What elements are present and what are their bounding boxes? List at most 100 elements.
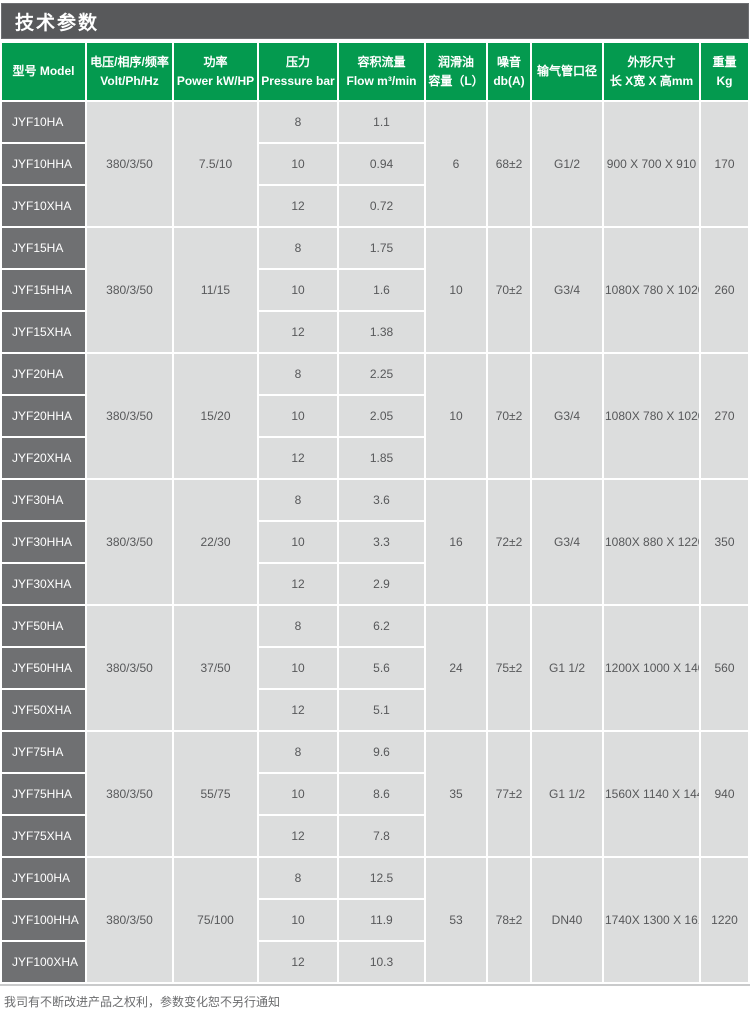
- table-row: JYF50HHA 10 5.6: [2, 648, 748, 688]
- column-header-line1: 功率: [203, 54, 228, 69]
- model-cell: JYF20XHA: [2, 438, 85, 478]
- table-row: JYF50XHA 12 5.1: [2, 690, 748, 730]
- model-cell: JYF20HA: [2, 354, 85, 394]
- model-cell: JYF15XHA: [2, 312, 85, 352]
- noise-cell: 78±2: [488, 858, 530, 982]
- noise-cell: 70±2: [488, 354, 530, 478]
- flow-cell: 5.6: [339, 648, 424, 688]
- voltage-cell: 380/3/50: [87, 228, 172, 352]
- table-row: JYF15XHA 12 1.38: [2, 312, 748, 352]
- oil-capacity-cell: 24: [426, 606, 486, 730]
- table-row: JYF10XHA 12 0.72: [2, 186, 748, 226]
- pressure-cell: 12: [259, 816, 337, 856]
- dimensions-cell: 1080X 880 X 1220: [604, 480, 699, 604]
- table-row: JYF15HA 380/3/50 11/15 8 1.75 10 70±2 G3/4 1080X…: [2, 228, 748, 352]
- model-cell: JYF50HA: [2, 606, 85, 646]
- flow-cell: 1.1: [339, 102, 424, 142]
- oil-capacity-cell: 10: [426, 228, 486, 352]
- table-row: JYF75HHA 10 8.6: [2, 774, 748, 814]
- pipe-diameter-cell: DN40: [532, 858, 602, 982]
- column-header-line1: 外形尺寸: [627, 54, 676, 69]
- flow-cell: 7.8: [339, 816, 424, 856]
- pressure-cell: 12: [259, 942, 337, 982]
- table-row: JYF10HHA 10 0.94: [2, 144, 748, 184]
- flow-cell: 5.1: [339, 690, 424, 730]
- table-row: JYF20XHA 12 1.85: [2, 438, 748, 478]
- column-header-line1: 重量: [712, 54, 737, 69]
- noise-cell: 68±2: [488, 102, 530, 226]
- model-cell: JYF75XHA: [2, 816, 85, 856]
- power-cell: 11/15: [174, 228, 257, 352]
- dimensions-cell: 900 X 700 X 910: [604, 102, 699, 226]
- weight-cell: 350: [701, 480, 748, 604]
- model-cell: JYF20HHA: [2, 396, 85, 436]
- flow-cell: 1.38: [339, 312, 424, 352]
- flow-cell: 11.9: [339, 900, 424, 940]
- power-cell: 7.5/10: [174, 102, 257, 226]
- table-row: JYF20HA 380/3/50 15/20 8 2.25 10 70±2 G3/4 1080X…: [2, 354, 748, 478]
- spec-table-wrap: 型号 Model 电压/相序/频率 Volt/Ph/Hz 功率 Power kW/HP 压…: [0, 41, 750, 986]
- table-row: JYF75HA 380/3/50 55/75 8 9.6 35 77±2 G1 1/2 1560…: [2, 732, 748, 856]
- flow-cell: 0.94: [339, 144, 424, 184]
- flow-cell: 2.9: [339, 564, 424, 604]
- pressure-cell: 12: [259, 186, 337, 226]
- table-row: JYF30XHA 12 2.9: [2, 564, 748, 604]
- table-row: JYF100HA 380/3/50 75/100 8 12.5 53 78±2 DN40 174…: [2, 858, 748, 982]
- table-row: JYF75XHA 12 7.8: [2, 816, 748, 856]
- column-header-line1: 压力: [285, 54, 310, 69]
- pressure-cell: 10: [259, 774, 337, 814]
- power-cell: 15/20: [174, 354, 257, 478]
- table-row: JYF100XHA 12 10.3: [2, 942, 748, 982]
- model-cell: JYF50XHA: [2, 690, 85, 730]
- table-row: JYF30HA 380/3/50 22/30 8 3.6 16 72±2 G3/4 1080X …: [2, 480, 748, 604]
- noise-cell: 77±2: [488, 732, 530, 856]
- oil-capacity-cell: 53: [426, 858, 486, 982]
- pressure-cell: 8: [259, 354, 337, 394]
- weight-cell: 260: [701, 228, 748, 352]
- column-header-line2: Kg: [716, 73, 733, 88]
- column-header-line2: Flow m³/min: [346, 73, 417, 88]
- pressure-cell: 8: [259, 102, 337, 142]
- pressure-cell: 12: [259, 564, 337, 604]
- column-header-line2: db(A): [493, 73, 525, 88]
- dimensions-cell: 1740X 1300 X 1610: [604, 858, 699, 982]
- model-cell: JYF30XHA: [2, 564, 85, 604]
- pressure-cell: 10: [259, 270, 337, 310]
- model-cell: JYF100XHA: [2, 942, 85, 982]
- voltage-cell: 380/3/50: [87, 858, 172, 982]
- flow-cell: 2.25: [339, 354, 424, 394]
- power-cell: 75/100: [174, 858, 257, 982]
- column-header-line1: 型号 Model: [12, 64, 75, 79]
- column-header-line2: Power kW/HP: [176, 73, 255, 88]
- header-row: 型号 Model 电压/相序/频率 Volt/Ph/Hz 功率 Power kW/HP 压…: [2, 43, 748, 100]
- column-header: 功率 Power kW/HP: [174, 43, 257, 100]
- weight-cell: 1220: [701, 858, 748, 982]
- voltage-cell: 380/3/50: [87, 102, 172, 226]
- pressure-cell: 10: [259, 900, 337, 940]
- weight-cell: 560: [701, 606, 748, 730]
- pipe-diameter-cell: G3/4: [532, 354, 602, 478]
- model-cell: JYF30HHA: [2, 522, 85, 562]
- flow-cell: 2.05: [339, 396, 424, 436]
- pressure-cell: 8: [259, 606, 337, 646]
- pressure-cell: 12: [259, 438, 337, 478]
- table-row: JYF30HHA 10 3.3: [2, 522, 748, 562]
- oil-capacity-cell: 6: [426, 102, 486, 226]
- noise-cell: 72±2: [488, 480, 530, 604]
- model-cell: JYF50HHA: [2, 648, 85, 688]
- power-cell: 22/30: [174, 480, 257, 604]
- pipe-diameter-cell: G1 1/2: [532, 606, 602, 730]
- pressure-cell: 8: [259, 480, 337, 520]
- column-header: 输气管口径: [532, 43, 602, 100]
- voltage-cell: 380/3/50: [87, 354, 172, 478]
- power-cell: 55/75: [174, 732, 257, 856]
- flow-cell: 3.3: [339, 522, 424, 562]
- noise-cell: 75±2: [488, 606, 530, 730]
- pressure-cell: 8: [259, 732, 337, 772]
- column-header: 润滑油 容量（L）: [426, 43, 486, 100]
- oil-capacity-cell: 10: [426, 354, 486, 478]
- pressure-cell: 10: [259, 522, 337, 562]
- dimensions-cell: 1560X 1140 X 1440: [604, 732, 699, 856]
- flow-cell: 1.6: [339, 270, 424, 310]
- column-header-line1: 噪音: [496, 54, 521, 69]
